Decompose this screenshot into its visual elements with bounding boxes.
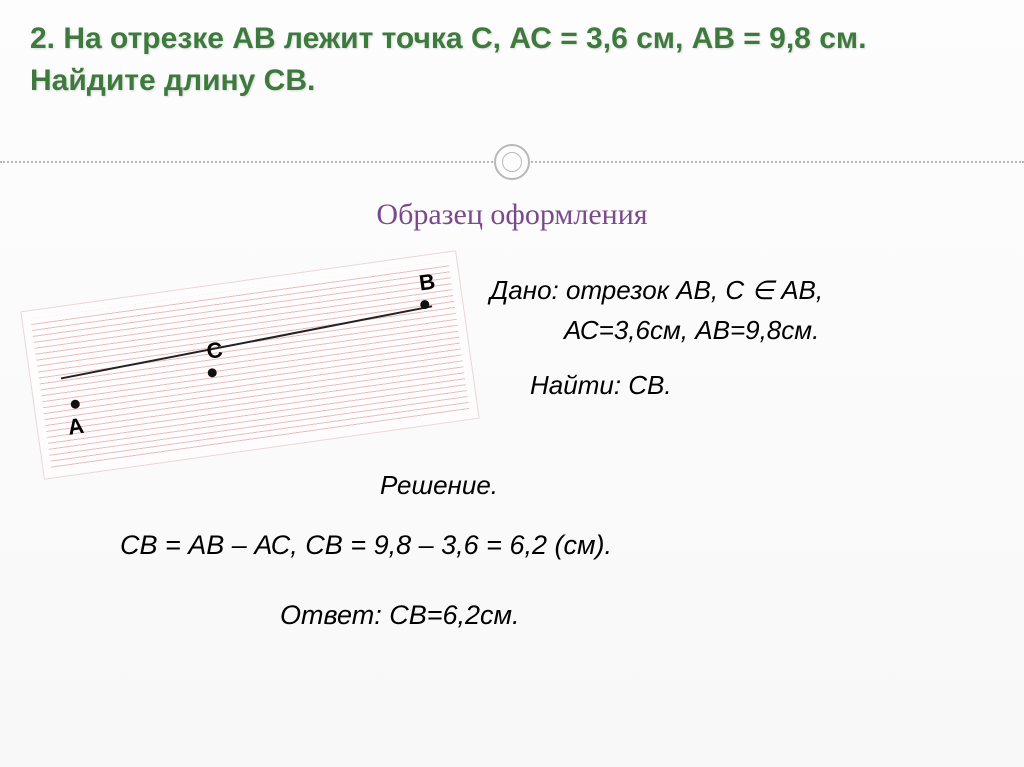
divider bbox=[0, 144, 1024, 180]
solution-equation: СВ = АВ – АС, СВ = 9,8 – 3,6 = 6,2 (см). bbox=[120, 530, 612, 561]
given-line-2: АС=3,6см, АВ=9,8см. bbox=[490, 310, 823, 350]
problem-title: 2. На отрезке АВ лежит точка С, АС = 3,6… bbox=[30, 18, 994, 102]
subtitle: Образец оформления bbox=[0, 198, 1024, 232]
given-block: Дано: отрезок АВ, С ∈ АВ, АС=3,6см, АВ=9… bbox=[490, 270, 823, 351]
circle-ornament bbox=[494, 144, 530, 180]
ruled-background bbox=[30, 260, 469, 469]
label-a: A bbox=[66, 413, 85, 441]
slide: 2. На отрезке АВ лежит точка С, АС = 3,6… bbox=[0, 0, 1024, 767]
given-line-1: Дано: отрезок АВ, С ∈ АВ, bbox=[490, 270, 823, 310]
title-block: 2. На отрезке АВ лежит точка С, АС = 3,6… bbox=[0, 0, 1024, 102]
solution-label: Решение. bbox=[380, 470, 498, 501]
segment-diagram: A C B bbox=[20, 250, 479, 480]
find-line: Найти: СВ. bbox=[530, 370, 672, 401]
label-b: B bbox=[418, 269, 437, 297]
label-c: C bbox=[205, 337, 224, 365]
answer-line: Ответ: СВ=6,2см. bbox=[280, 600, 520, 631]
